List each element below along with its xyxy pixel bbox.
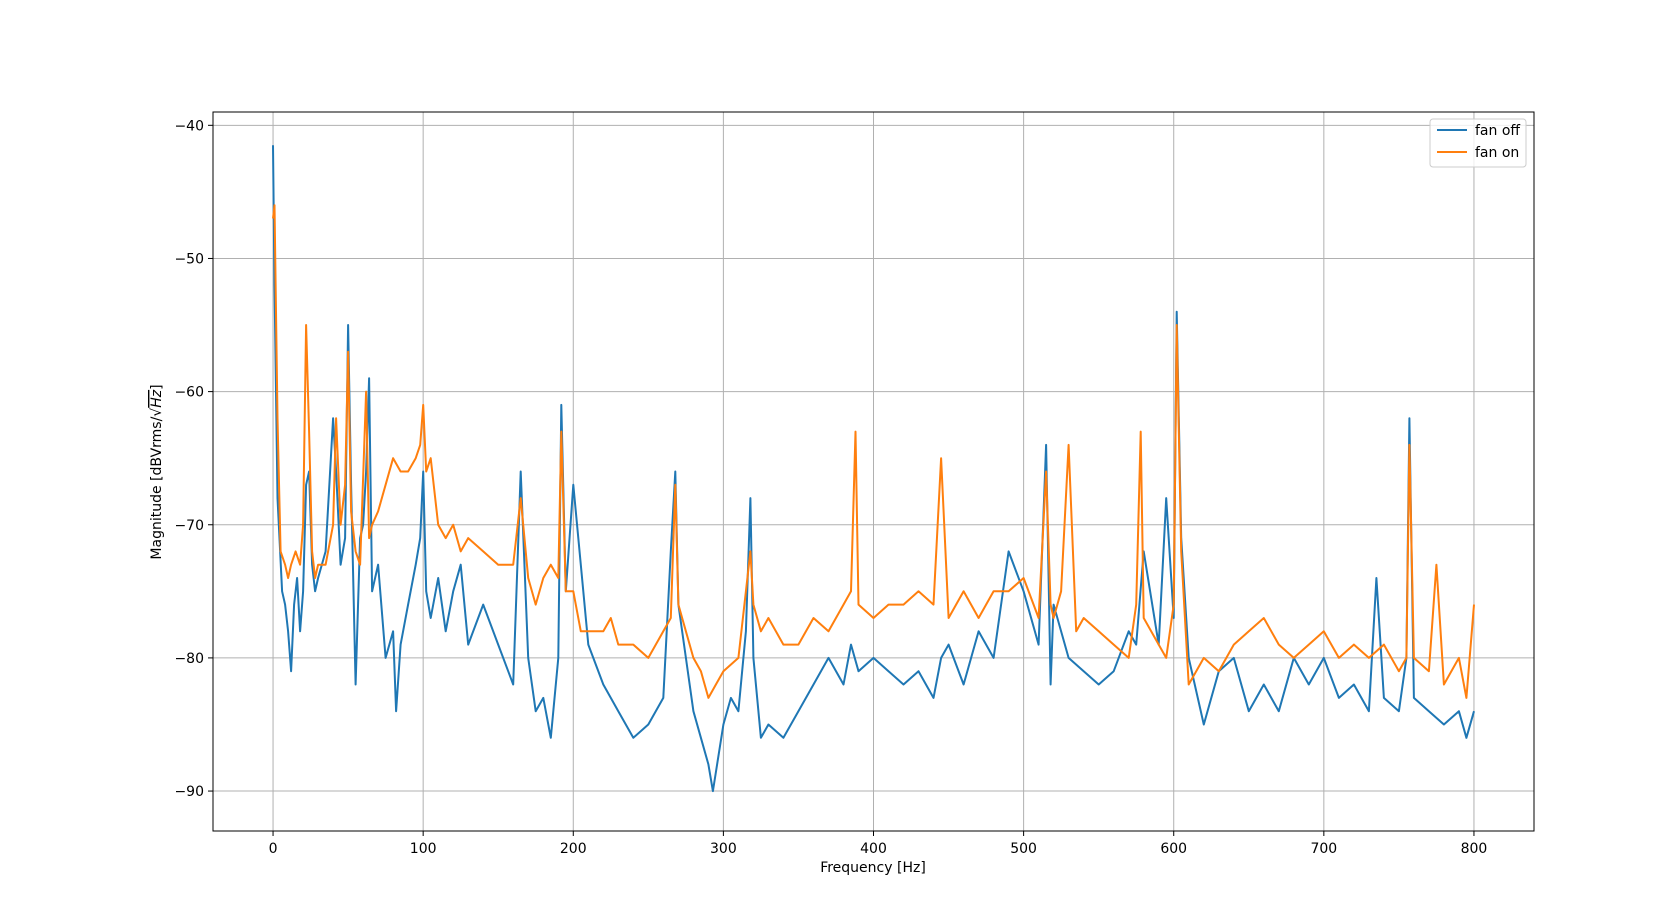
y-tick-label: −90 [174, 784, 204, 800]
y-tick-label: −80 [174, 651, 204, 667]
y-axis-label: Magnitude [dBVrms/√Hz] [149, 384, 165, 559]
y-tick-label: −60 [174, 385, 204, 401]
x-tick-label: 100 [410, 841, 437, 857]
x-tick-label: 500 [1010, 841, 1037, 857]
x-tick-label: 0 [269, 841, 278, 857]
y-axis-label-suffix: ] [149, 384, 165, 389]
x-tick-label: 200 [560, 841, 587, 857]
y-axis-label-sqrt-arg: Hz [149, 389, 165, 408]
y-tick-label: −70 [174, 518, 204, 534]
x-tick-label: 800 [1461, 841, 1488, 857]
x-tick-label: 400 [860, 841, 887, 857]
x-axis: 0 100 200 300 400 500 600 700 800 [269, 831, 1488, 857]
x-tick-label: 300 [710, 841, 737, 857]
y-axis: −90 −80 −70 −60 −50 −40 [174, 118, 213, 800]
y-axis-label-prefix: Magnitude [dBVrms/ [149, 416, 165, 559]
legend-label-fan-off: fan off [1475, 123, 1520, 139]
series-layer [272, 145, 1475, 793]
sqrt-symbol: √ [149, 408, 165, 417]
legend: fan off fan on [1429, 118, 1527, 168]
y-tick-label: −40 [174, 118, 204, 134]
svg-text:Magnitude [dBVrms/√Hz]: Magnitude [dBVrms/√Hz] [149, 384, 165, 559]
x-tick-label: 600 [1160, 841, 1187, 857]
x-axis-label: Frequency [Hz] [820, 860, 926, 876]
legend-label-fan-on: fan on [1475, 145, 1519, 161]
series-line-fan-on [272, 204, 1475, 699]
x-tick-label: 700 [1310, 841, 1337, 857]
y-tick-label: −50 [174, 251, 204, 267]
series-line-fan-off [272, 145, 1475, 793]
